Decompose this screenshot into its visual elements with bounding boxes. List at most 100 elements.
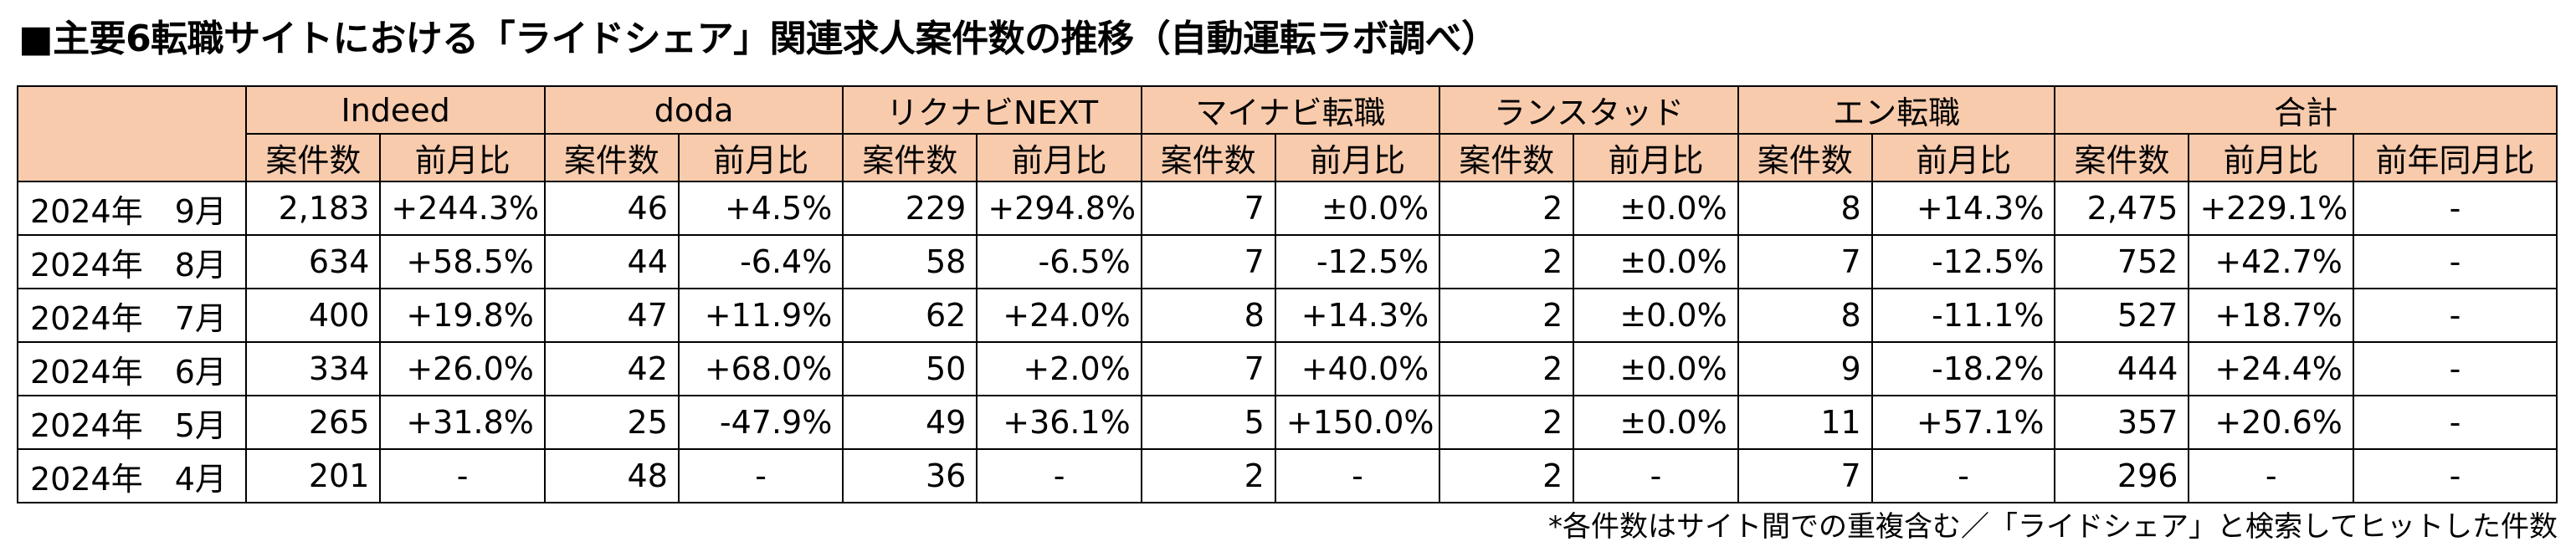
cell-count: 50 xyxy=(842,341,978,396)
cell-mom: -6.5% xyxy=(976,234,1142,289)
row-period: 2024年 4月 xyxy=(16,448,248,503)
cell-count: 25 xyxy=(543,395,680,450)
table-row: 2024年 6月 334 +26.0% 42 +68.0% 50 +2.0% 7 +40.0% 2… xyxy=(16,341,2558,396)
cell-count: 5 xyxy=(1140,395,1276,450)
header-mom: 前月比 xyxy=(976,133,1142,182)
header-site-mynavi: マイナビ転職 xyxy=(1140,85,1441,135)
row-period: 2024年 5月 xyxy=(16,395,248,450)
cell-mom: -12.5% xyxy=(1870,234,2056,289)
header-count: 案件数 xyxy=(842,133,978,182)
cell-mom: +68.0% xyxy=(677,341,844,396)
cell-count: 7 xyxy=(1140,234,1276,289)
header-total: 合計 xyxy=(2054,85,2558,135)
cell-count: 527 xyxy=(2054,288,2190,343)
cell-count: 296 xyxy=(2054,448,2190,503)
header-count: 案件数 xyxy=(245,133,382,182)
cell-count: 8 xyxy=(1737,181,1873,236)
cell-count: 58 xyxy=(842,234,978,289)
cell-count: 7 xyxy=(1140,341,1276,396)
header-mom: 前月比 xyxy=(2188,133,2354,182)
cell-mom: +2.0% xyxy=(976,341,1142,396)
cell-mom: +57.1% xyxy=(1870,395,2056,450)
cell-count: 2 xyxy=(1439,234,1575,289)
cell-yoy: - xyxy=(2352,181,2558,236)
cell-mom: -6.4% xyxy=(677,234,844,289)
table-row: 2024年 9月 2,183 +244.3% 46 +4.5% 229 +294.8% 7 ±0… xyxy=(16,181,2558,236)
cell-mom: ±0.0% xyxy=(1274,181,1441,236)
cell-mom: +20.6% xyxy=(2188,395,2354,450)
cell-mom: - xyxy=(1274,448,1441,503)
header-mom: 前月比 xyxy=(1870,133,2056,182)
header-site-randstad: ランスタッド xyxy=(1439,85,1739,135)
page-title: ■主要6転職サイトにおける「ライドシェア」関連求人案件数の推移（自動運転ラボ調べ… xyxy=(18,18,1498,60)
cell-count: 11 xyxy=(1737,395,1873,450)
cell-count: 334 xyxy=(245,341,382,396)
cell-count: 49 xyxy=(842,395,978,450)
header-row-metrics: 案件数 前月比 案件数 前月比 案件数 前月比 案件数 前月比 案件数 前月比 … xyxy=(18,133,2558,182)
cell-yoy: - xyxy=(2352,341,2558,396)
cell-mom: ±0.0% xyxy=(1573,234,1739,289)
cell-count: 42 xyxy=(543,341,680,396)
header-mom: 前月比 xyxy=(379,133,546,182)
cell-count: 7 xyxy=(1737,448,1873,503)
job-count-table: Indeed doda リクナビNEXT マイナビ転職 ランスタッド エン転職 … xyxy=(16,85,2558,503)
table-row: 2024年 4月 201-48-36-2-2-7-296- - xyxy=(16,448,2558,503)
cell-count: 7 xyxy=(1140,181,1276,236)
row-period: 2024年 8月 xyxy=(16,234,248,289)
cell-mom: +229.1% xyxy=(2188,181,2354,236)
cell-mom: +11.9% xyxy=(677,288,844,343)
header-count: 案件数 xyxy=(1737,133,1873,182)
cell-mom: - xyxy=(677,448,844,503)
header-row-sites: Indeed doda リクナビNEXT マイナビ転職 ランスタッド エン転職 … xyxy=(16,85,2558,182)
cell-count: 752 xyxy=(2054,234,2190,289)
cell-mom: - xyxy=(976,448,1142,503)
cell-count: 44 xyxy=(543,234,680,289)
cell-count: 9 xyxy=(1737,341,1873,396)
table-row: 2024年 8月 634 +58.5% 44 -6.4% 58 -6.5% 7 -12.5% 2 ±… xyxy=(16,234,2558,289)
cell-mom: ±0.0% xyxy=(1573,395,1739,450)
cell-count: 357 xyxy=(2054,395,2190,450)
cell-mom: +36.1% xyxy=(976,395,1142,450)
cell-mom: - xyxy=(1573,448,1739,503)
header-yoy: 前年同月比 xyxy=(2352,133,2558,182)
header-corner xyxy=(16,85,248,182)
cell-mom: +294.8% xyxy=(976,181,1142,236)
cell-mom: +14.3% xyxy=(1870,181,2056,236)
cell-count: 2 xyxy=(1439,288,1575,343)
table-row: 2024年 7月 400 +19.8% 47 +11.9% 62 +24.0% 8 +14.3%… xyxy=(16,288,2558,343)
cell-yoy: - xyxy=(2352,395,2558,450)
cell-mom: ±0.0% xyxy=(1573,181,1739,236)
cell-yoy: - xyxy=(2352,448,2558,503)
cell-count: 2 xyxy=(1439,181,1575,236)
cell-count: 2,183 xyxy=(245,181,382,236)
cell-mom: +24.0% xyxy=(976,288,1142,343)
cell-count: 62 xyxy=(842,288,978,343)
cell-mom: -12.5% xyxy=(1274,234,1441,289)
cell-count: 46 xyxy=(543,181,680,236)
table-body: 2024年 9月 2,183 +244.3% 46 +4.5% 229 +294.8% 7 ±0… xyxy=(16,181,2558,503)
cell-count: 48 xyxy=(543,448,680,503)
header-count: 案件数 xyxy=(543,133,680,182)
cell-mom: +42.7% xyxy=(2188,234,2354,289)
cell-mom: +31.8% xyxy=(379,395,546,450)
cell-count: 2 xyxy=(1439,341,1575,396)
cell-count: 265 xyxy=(245,395,382,450)
footnote: *各件数はサイト間での重複含む／「ライドシェア」と検索してヒットした件数 xyxy=(1548,510,2558,544)
header-count: 案件数 xyxy=(1140,133,1276,182)
header-site-en-tenshoku: エン転職 xyxy=(1737,85,2056,135)
cell-mom: +18.7% xyxy=(2188,288,2354,343)
cell-count: 47 xyxy=(543,288,680,343)
cell-count: 444 xyxy=(2054,341,2190,396)
cell-mom: +26.0% xyxy=(379,341,546,396)
header-site-rikunabi-next: リクナビNEXT xyxy=(842,85,1142,135)
table-row: 2024年 5月 265 +31.8% 25 -47.9% 49 +36.1% 5 +150.0… xyxy=(16,395,2558,450)
header-site-doda: doda xyxy=(543,85,844,135)
cell-count: 2 xyxy=(1439,395,1575,450)
cell-count: 2 xyxy=(1140,448,1276,503)
cell-count: 201 xyxy=(245,448,382,503)
cell-mom: ±0.0% xyxy=(1573,341,1739,396)
header-mom: 前月比 xyxy=(1573,133,1739,182)
cell-count: 36 xyxy=(842,448,978,503)
header-site-indeed: Indeed xyxy=(245,85,546,135)
cell-mom: +24.4% xyxy=(2188,341,2354,396)
